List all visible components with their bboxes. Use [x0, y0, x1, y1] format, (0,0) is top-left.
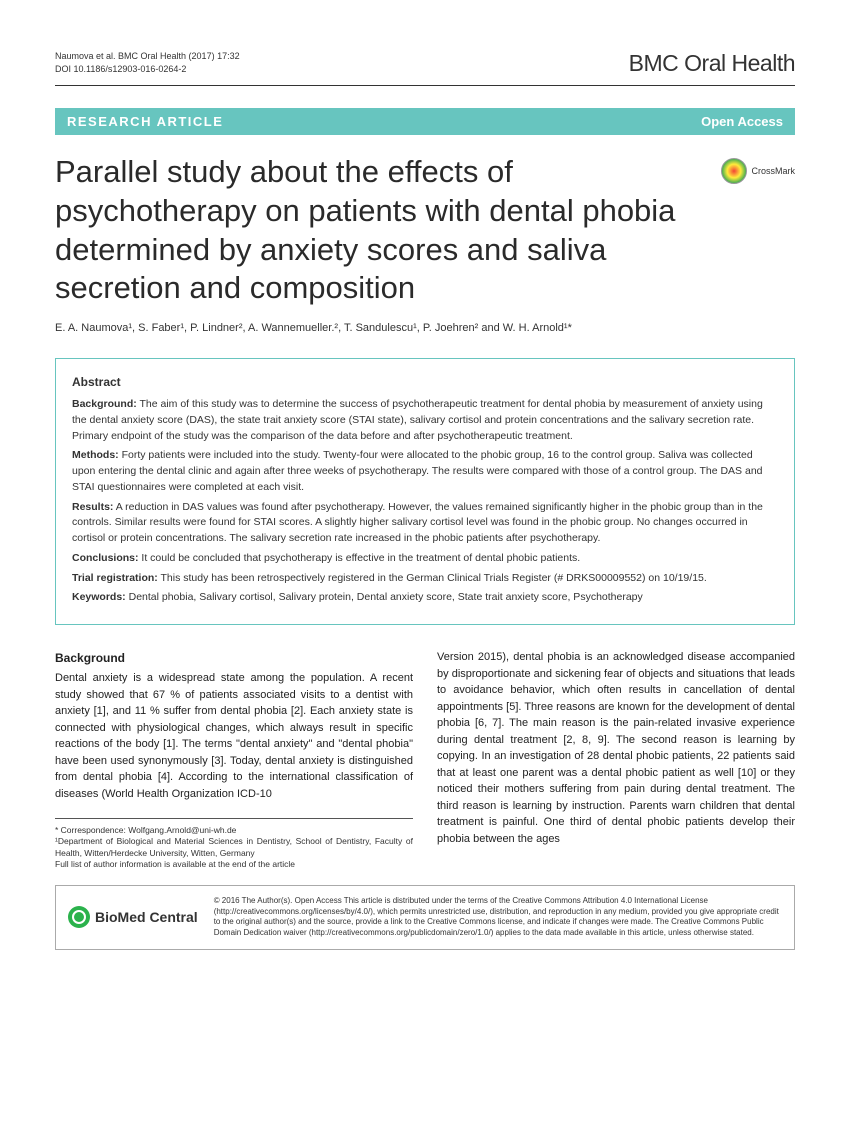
abstract-background-label: Background:	[72, 398, 137, 410]
abstract-methods-label: Methods:	[72, 449, 119, 461]
correspondence-email: * Correspondence: Wolfgang.Arnold@uni-wh…	[55, 825, 413, 836]
citation: Naumova et al. BMC Oral Health (2017) 17…	[55, 50, 240, 75]
biomed-central-text: BioMed Central	[95, 908, 198, 927]
body-columns: Background Dental anxiety is a widesprea…	[55, 649, 795, 871]
crossmark-label: CrossMark	[751, 166, 795, 176]
journal-name: BMC Oral Health	[629, 50, 795, 77]
correspondence-affiliation: ¹Department of Biological and Material S…	[55, 836, 413, 859]
body-text-col2: Version 2015), dental phobia is an ackno…	[437, 649, 795, 847]
abstract-keywords-label: Keywords:	[72, 591, 126, 603]
abstract-results-text: A reduction in DAS values was found afte…	[72, 501, 763, 545]
background-heading: Background	[55, 649, 413, 667]
abstract-trial-text: This study has been retrospectively regi…	[158, 572, 707, 584]
abstract-box: Abstract Background: The aim of this stu…	[55, 358, 795, 625]
abstract-methods-text: Forty patients were included into the st…	[72, 449, 763, 493]
abstract-keywords-text: Dental phobia, Salivary cortisol, Saliva…	[126, 591, 643, 603]
article-title: Parallel study about the effects of psyc…	[55, 153, 695, 308]
citation-line2: DOI 10.1186/s12903-016-0264-2	[55, 63, 240, 76]
abstract-conclusions-text: It could be concluded that psychotherapy…	[139, 552, 581, 564]
crossmark-badge[interactable]: CrossMark	[721, 158, 795, 184]
abstract-results-label: Results:	[72, 501, 113, 513]
page-header: Naumova et al. BMC Oral Health (2017) 17…	[55, 50, 795, 86]
body-column-left: Background Dental anxiety is a widesprea…	[55, 649, 413, 871]
citation-line1: Naumova et al. BMC Oral Health (2017) 17…	[55, 50, 240, 63]
abstract-background-text: The aim of this study was to determine t…	[72, 398, 763, 442]
correspondence-note: Full list of author information is avail…	[55, 859, 413, 870]
license-footer: BioMed Central © 2016 The Author(s). Ope…	[55, 885, 795, 950]
abstract-heading: Abstract	[72, 373, 778, 391]
abstract-conclusions-label: Conclusions:	[72, 552, 139, 564]
biomed-central-icon	[68, 906, 90, 928]
crossmark-icon	[721, 158, 747, 184]
open-access-label: Open Access	[701, 114, 783, 129]
body-column-right: Version 2015), dental phobia is an ackno…	[437, 649, 795, 871]
authors-list: E. A. Naumova¹, S. Faber¹, P. Lindner², …	[55, 322, 795, 334]
abstract-trial-label: Trial registration:	[72, 572, 158, 584]
article-type: RESEARCH ARTICLE	[67, 114, 223, 129]
body-text-col1: Dental anxiety is a widespread state amo…	[55, 670, 413, 802]
license-text: © 2016 The Author(s). Open Access This a…	[214, 896, 782, 939]
article-type-banner: RESEARCH ARTICLE Open Access	[55, 108, 795, 135]
correspondence-block: * Correspondence: Wolfgang.Arnold@uni-wh…	[55, 818, 413, 871]
biomed-central-logo: BioMed Central	[68, 906, 198, 928]
